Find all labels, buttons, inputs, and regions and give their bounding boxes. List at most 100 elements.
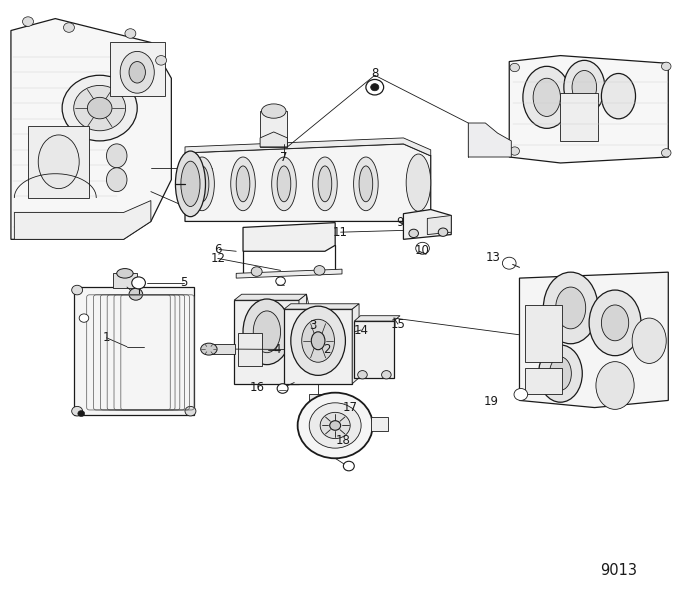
Circle shape <box>78 411 85 417</box>
Ellipse shape <box>313 157 337 210</box>
Polygon shape <box>469 123 511 157</box>
Text: 8: 8 <box>371 67 378 80</box>
Ellipse shape <box>129 288 143 300</box>
Circle shape <box>320 413 350 438</box>
Text: 1: 1 <box>103 331 110 344</box>
Circle shape <box>79 314 89 322</box>
Text: 17: 17 <box>343 401 358 414</box>
Polygon shape <box>519 272 668 408</box>
Polygon shape <box>404 209 451 239</box>
Ellipse shape <box>523 66 570 129</box>
Circle shape <box>366 80 384 95</box>
Polygon shape <box>236 269 342 278</box>
Ellipse shape <box>406 154 431 211</box>
Circle shape <box>661 149 671 157</box>
Text: 16: 16 <box>249 381 264 394</box>
Circle shape <box>88 97 112 119</box>
Circle shape <box>416 242 430 254</box>
Circle shape <box>72 285 83 295</box>
Polygon shape <box>11 19 172 239</box>
Text: 12: 12 <box>210 252 225 265</box>
Bar <box>525 305 562 362</box>
Ellipse shape <box>601 305 629 341</box>
Circle shape <box>62 75 137 141</box>
Bar <box>560 93 598 141</box>
Circle shape <box>330 421 341 430</box>
Circle shape <box>185 407 196 416</box>
Ellipse shape <box>354 157 378 210</box>
Ellipse shape <box>601 74 635 119</box>
Ellipse shape <box>311 332 325 350</box>
Text: 14: 14 <box>354 324 369 337</box>
Ellipse shape <box>38 135 79 188</box>
Polygon shape <box>352 304 359 384</box>
Bar <box>238 333 262 366</box>
Ellipse shape <box>359 166 373 202</box>
Bar <box>260 111 287 147</box>
Ellipse shape <box>538 345 582 402</box>
Text: 9: 9 <box>396 216 404 229</box>
Bar <box>114 273 137 288</box>
Circle shape <box>510 63 519 72</box>
Ellipse shape <box>243 299 291 365</box>
Circle shape <box>309 403 361 448</box>
Ellipse shape <box>253 311 280 353</box>
Text: 9013: 9013 <box>600 563 637 578</box>
Bar <box>525 368 562 395</box>
Circle shape <box>503 257 516 269</box>
Ellipse shape <box>564 60 605 114</box>
Ellipse shape <box>117 269 133 278</box>
Polygon shape <box>243 222 335 251</box>
Ellipse shape <box>129 62 146 83</box>
Circle shape <box>23 219 34 229</box>
Polygon shape <box>354 316 400 321</box>
Ellipse shape <box>175 151 205 216</box>
Ellipse shape <box>549 357 571 390</box>
Text: 15: 15 <box>391 318 406 331</box>
Ellipse shape <box>195 166 209 202</box>
Ellipse shape <box>543 272 598 344</box>
Ellipse shape <box>533 78 560 117</box>
Ellipse shape <box>107 144 127 168</box>
Circle shape <box>298 393 373 458</box>
Text: 10: 10 <box>415 243 430 257</box>
Circle shape <box>277 384 288 393</box>
Circle shape <box>132 277 146 289</box>
Bar <box>75 287 194 416</box>
Ellipse shape <box>261 104 286 118</box>
Circle shape <box>72 407 83 416</box>
Ellipse shape <box>572 71 596 104</box>
Text: 13: 13 <box>486 251 501 264</box>
Text: 18: 18 <box>336 435 351 447</box>
Circle shape <box>276 277 285 285</box>
Bar <box>28 126 90 197</box>
Text: 5: 5 <box>180 276 187 289</box>
Bar <box>284 309 352 384</box>
Ellipse shape <box>318 166 332 202</box>
Text: 3: 3 <box>310 319 317 332</box>
Circle shape <box>125 29 136 38</box>
Circle shape <box>510 147 519 155</box>
Bar <box>354 321 394 378</box>
Ellipse shape <box>302 319 334 362</box>
Ellipse shape <box>632 318 666 364</box>
Circle shape <box>358 371 367 379</box>
Bar <box>234 300 299 384</box>
Polygon shape <box>299 294 306 384</box>
Text: 4: 4 <box>274 343 281 356</box>
Ellipse shape <box>107 168 127 191</box>
Bar <box>110 42 165 96</box>
Ellipse shape <box>120 51 155 93</box>
Text: 7: 7 <box>280 151 288 163</box>
Ellipse shape <box>555 287 586 329</box>
Circle shape <box>382 371 391 379</box>
Text: 19: 19 <box>484 395 499 408</box>
Bar <box>209 344 235 354</box>
Circle shape <box>74 86 126 131</box>
Ellipse shape <box>277 166 291 202</box>
Polygon shape <box>185 144 431 221</box>
Bar <box>309 395 327 404</box>
Circle shape <box>314 266 325 275</box>
Circle shape <box>409 229 419 237</box>
Polygon shape <box>284 304 359 309</box>
